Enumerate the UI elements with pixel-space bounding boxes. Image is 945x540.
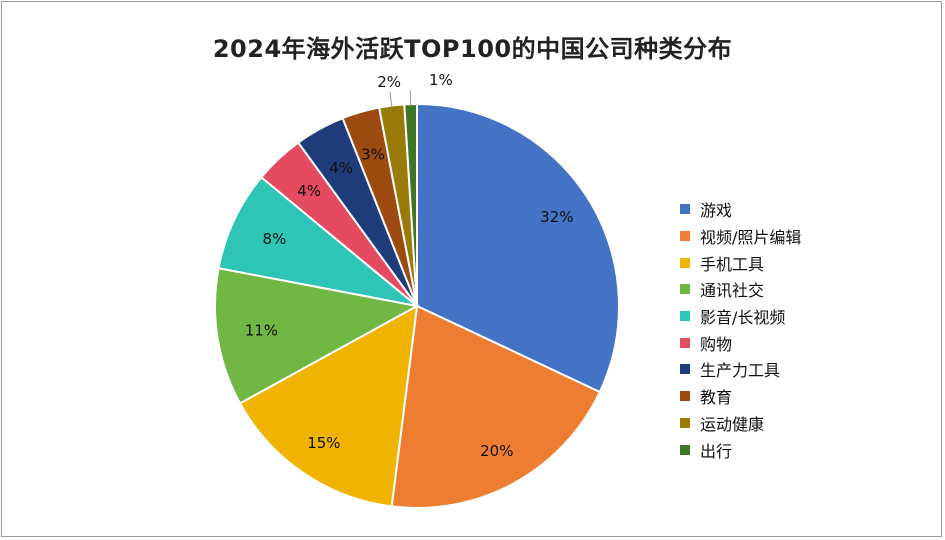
slice-label: 4% bbox=[297, 182, 321, 200]
slice-label: 11% bbox=[245, 322, 278, 340]
legend-swatch bbox=[680, 257, 690, 268]
slice-label: 20% bbox=[480, 442, 513, 460]
legend-swatch bbox=[680, 204, 690, 215]
legend-swatch bbox=[680, 284, 690, 295]
legend-item: 通讯社交 bbox=[680, 276, 801, 303]
legend-swatch bbox=[680, 337, 690, 348]
legend-item: 生产力工具 bbox=[680, 356, 801, 383]
chart-title: 2024年海外活跃TOP100的中国公司种类分布 bbox=[212, 35, 733, 63]
slice-label: 3% bbox=[361, 146, 385, 164]
legend-item: 手机工具 bbox=[680, 249, 801, 276]
legend-label: 生产力工具 bbox=[700, 361, 781, 381]
slice-label: 32% bbox=[540, 208, 573, 226]
slice-label: 8% bbox=[263, 230, 287, 248]
legend-item: 运动健康 bbox=[680, 410, 801, 437]
pie-slice bbox=[217, 175, 418, 307]
legend-item: 教育 bbox=[680, 383, 801, 410]
legend-item: 游戏 bbox=[680, 196, 801, 223]
legend-label: 购物 bbox=[700, 334, 733, 354]
pie-slice bbox=[390, 304, 602, 509]
legend-label: 影音/长视频 bbox=[700, 308, 786, 328]
legend-label: 手机工具 bbox=[700, 254, 765, 274]
legend-swatch bbox=[680, 364, 690, 375]
legend-swatch bbox=[680, 417, 690, 428]
pie-slice bbox=[214, 266, 420, 405]
legend-label: 教育 bbox=[700, 388, 733, 408]
leader-line bbox=[389, 91, 393, 108]
legend-item: 出行 bbox=[680, 436, 801, 463]
slice-label: 2% bbox=[377, 73, 401, 91]
legend-label: 出行 bbox=[700, 441, 733, 461]
slice-label: 1% bbox=[429, 71, 453, 89]
legend-swatch bbox=[680, 391, 690, 402]
legend-label: 游戏 bbox=[700, 201, 733, 221]
slice-label: 4% bbox=[329, 159, 353, 177]
legend-label: 视频/照片编辑 bbox=[700, 228, 802, 248]
legend-item: 购物 bbox=[680, 329, 801, 356]
legend-swatch bbox=[680, 311, 690, 322]
legend-label: 通讯社交 bbox=[700, 281, 765, 301]
legend-swatch bbox=[680, 231, 690, 242]
legend-swatch bbox=[680, 444, 690, 455]
leader-line bbox=[409, 90, 412, 107]
pie-slice bbox=[238, 304, 419, 508]
legend-item: 视频/照片编辑 bbox=[680, 223, 801, 250]
legend: 游戏视频/照片编辑 手机工具通讯社交影音/长视频 购物生产力工具教育运动健康出行 bbox=[680, 196, 801, 463]
slice-label: 15% bbox=[307, 434, 340, 452]
legend-item: 影音/长视频 bbox=[680, 303, 801, 330]
pie-slice bbox=[416, 102, 620, 394]
legend-label: 运动健康 bbox=[700, 414, 765, 434]
